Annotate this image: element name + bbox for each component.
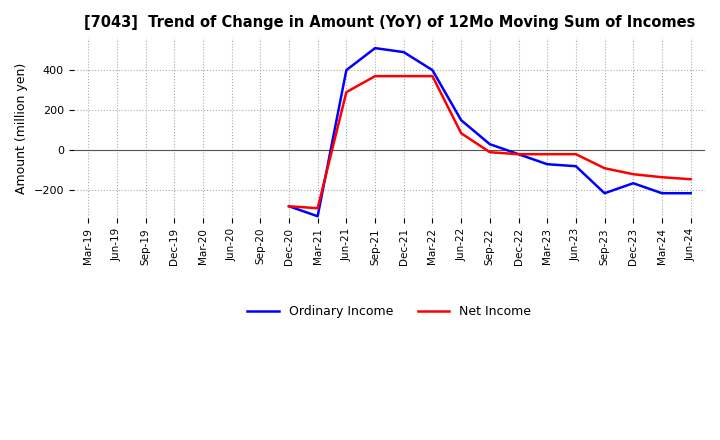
Ordinary Income (313, 213, 322, 219)
Net Income (400, 73, 408, 79)
Net Income (600, 165, 609, 171)
Net Income (313, 205, 322, 211)
Ordinary Income (456, 117, 465, 123)
Ordinary Income (657, 191, 666, 196)
Ordinary Income (514, 151, 523, 157)
Y-axis label: Amount (million yen): Amount (million yen) (15, 62, 28, 194)
Net Income (572, 151, 580, 157)
Net Income (371, 73, 379, 79)
Ordinary Income (485, 142, 494, 147)
Legend: Ordinary Income, Net Income: Ordinary Income, Net Income (243, 300, 536, 323)
Line: Ordinary Income: Ordinary Income (289, 48, 690, 216)
Ordinary Income (400, 49, 408, 55)
Ordinary Income (428, 67, 437, 73)
Net Income (342, 89, 351, 95)
Net Income (657, 175, 666, 180)
Ordinary Income (686, 191, 695, 196)
Ordinary Income (342, 67, 351, 73)
Net Income (456, 131, 465, 136)
Net Income (629, 172, 638, 177)
Net Income (284, 204, 293, 209)
Ordinary Income (284, 204, 293, 209)
Ordinary Income (371, 45, 379, 51)
Net Income (485, 150, 494, 155)
Ordinary Income (600, 191, 609, 196)
Net Income (543, 151, 552, 157)
Ordinary Income (629, 180, 638, 186)
Ordinary Income (543, 161, 552, 167)
Title: [7043]  Trend of Change in Amount (YoY) of 12Mo Moving Sum of Incomes: [7043] Trend of Change in Amount (YoY) o… (84, 15, 695, 30)
Ordinary Income (572, 164, 580, 169)
Net Income (686, 176, 695, 182)
Line: Net Income: Net Income (289, 76, 690, 208)
Net Income (514, 151, 523, 157)
Net Income (428, 73, 437, 79)
